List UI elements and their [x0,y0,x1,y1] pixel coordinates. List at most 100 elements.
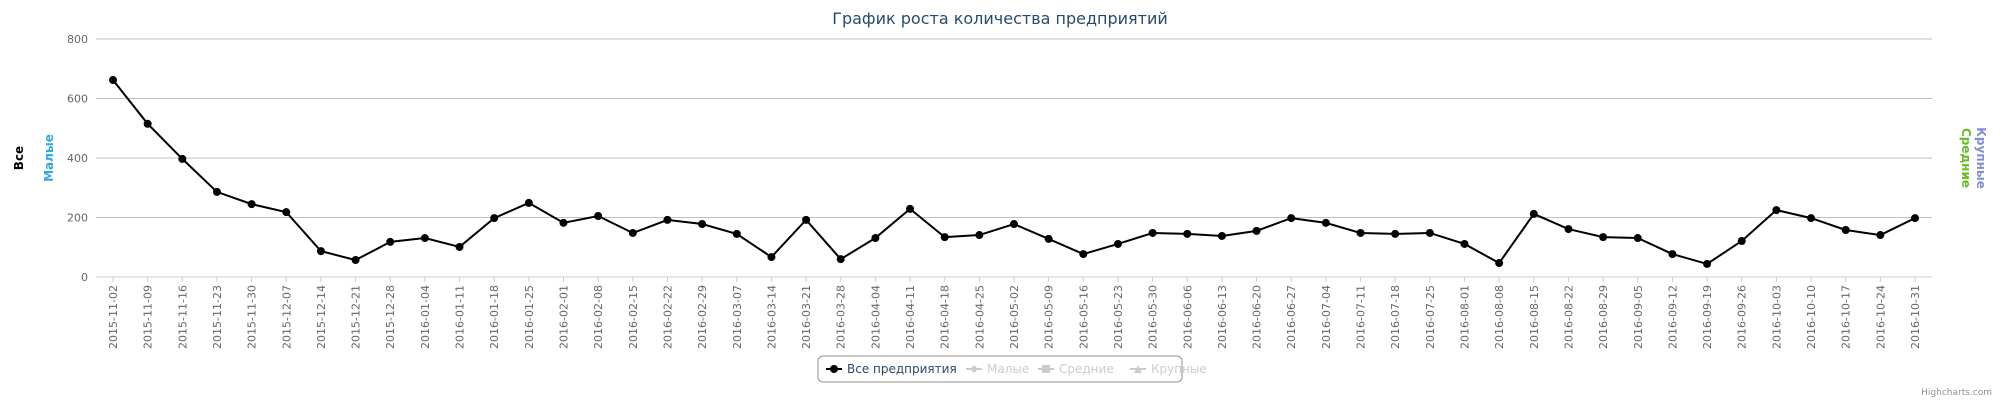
x-tick-label: 2016-05-09 [1043,285,1056,349]
x-tick-label: 2015-11-09 [142,285,155,349]
x-tick-label: 2016-01-04 [419,285,432,349]
data-point [1321,218,1330,227]
data-point [524,198,533,207]
chart-title: График роста количества предприятий [832,9,1168,28]
x-tick-label: 2016-05-02 [1008,285,1021,349]
data-point [698,220,707,229]
data-point [1460,239,1469,248]
data-point [940,233,949,242]
data-point [1633,234,1642,243]
data-point [628,228,637,237]
credits: Highcharts.com [1921,388,1992,398]
x-tick-label: 2016-06-13 [1216,285,1229,349]
legend-label: Крупные [1151,362,1207,376]
legend-label: Малые [987,362,1029,376]
legend-item[interactable]: Малые [966,362,1029,376]
data-point [1079,250,1088,259]
x-tick-label: 2016-05-23 [1112,285,1125,349]
x-tick-label: 2016-01-25 [523,285,536,349]
data-point [975,231,984,240]
data-point [109,76,117,85]
data-point [282,208,291,217]
data-point [906,204,915,213]
data-point [178,154,187,163]
x-tick-label: 2016-09-05 [1632,285,1645,349]
legend-item[interactable]: Все предприятия [826,362,957,376]
y-tick-label: 0 [81,271,88,284]
data-point [1564,225,1573,234]
y-tick-label: 200 [67,212,88,225]
x-tick-label: 2016-06-27 [1285,285,1298,349]
legend-box [817,355,1183,383]
x-tick-label: 2015-12-07 [280,285,293,349]
x-tick-label: 2016-02-22 [661,285,674,349]
data-point [1356,228,1365,237]
data-point [1391,229,1400,238]
y-axis-title: Все [12,146,26,170]
x-tick-label: 2016-09-19 [1701,285,1714,349]
legend-label: Все предприятия [847,362,957,376]
data-point [767,253,776,262]
data-point [1425,228,1434,237]
data-point [143,119,152,128]
data-point [1668,250,1677,259]
x-tick-label: 2016-05-30 [1147,285,1160,349]
data-point [1876,231,1885,240]
x-tick-label: 2016-08-29 [1597,285,1610,349]
x-tick-label: 2016-06-20 [1251,285,1264,349]
x-tick-label: 2016-07-11 [1355,285,1368,349]
x-tick-label: 2016-01-18 [488,285,501,349]
x-tick-label: 2015-12-14 [315,285,328,349]
data-point [1044,234,1053,243]
x-tick-label: 2016-10-10 [1805,285,1818,349]
data-point [594,212,603,221]
x-tick-label: 2015-11-02 [107,285,120,349]
data-point [1703,259,1712,268]
x-tick-label: 2016-09-26 [1736,285,1749,349]
x-tick-label: 2016-03-07 [731,285,744,349]
x-tick-label: 2016-10-17 [1840,285,1853,349]
data-point [1287,214,1296,223]
x-tick-label: 2015-12-21 [350,285,363,349]
data-point [1148,228,1157,237]
data-point [1183,229,1192,238]
data-point [871,234,880,243]
x-tick-label: 2016-08-01 [1459,285,1472,349]
x-tick-label: 2016-04-25 [973,285,986,349]
data-point [212,187,221,196]
data-point [420,234,429,243]
data-point [802,215,811,224]
x-tick-label: 2016-03-28 [835,285,848,349]
x-tick-label: 2016-10-03 [1770,285,1783,349]
x-tick-label: 2016-08-15 [1528,285,1541,349]
y-tick-label: 800 [67,33,88,46]
series [109,76,1919,268]
x-tick-label: 2016-02-01 [558,285,571,349]
x-tick-label: 2015-11-23 [211,285,224,349]
data-point [1772,206,1781,215]
legend-item[interactable]: Средние [1038,362,1114,376]
y-tick-label: 400 [67,152,88,165]
data-point [1737,237,1746,246]
x-tick-label: 2016-08-22 [1562,285,1575,349]
x-tick-label: 2016-03-14 [765,285,778,349]
data-point [1911,214,1919,223]
x-tick-label: 2016-04-18 [939,285,952,349]
legend-symbol [1134,365,1142,373]
x-tick-label: 2015-11-30 [246,285,259,349]
data-point [1217,231,1226,240]
data-point [490,214,499,223]
data-point [386,237,395,246]
legend-item[interactable]: Крупные [1130,362,1207,376]
legend-symbol [1042,365,1050,373]
x-tick-label: 2016-03-21 [800,285,813,349]
x-tick-label: 2016-02-08 [592,285,605,349]
x-tick-label: 2016-06-06 [1181,285,1194,349]
x-tick-label: 2016-01-11 [454,285,467,349]
data-point [455,242,464,251]
x-tick-label: 2015-12-28 [384,285,397,349]
legend-symbol [970,365,978,373]
data-point [836,255,845,264]
data-point [1495,259,1504,268]
